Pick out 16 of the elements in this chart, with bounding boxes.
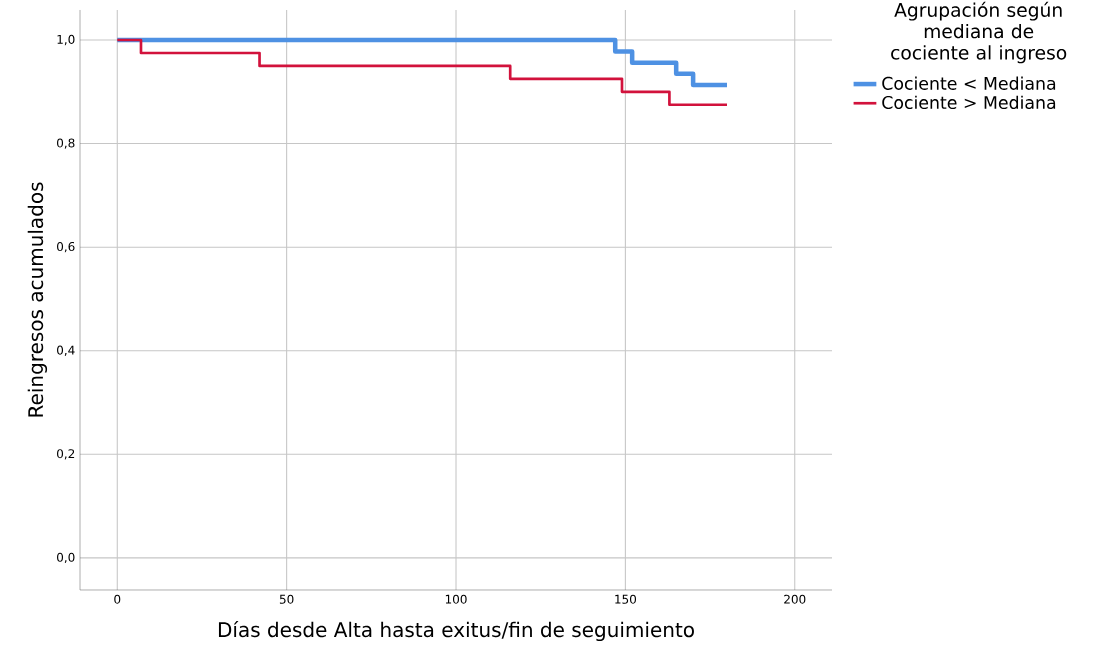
y-axis-title: Reingresos acumulados xyxy=(27,182,48,417)
x-tick-label: 50 xyxy=(279,594,294,604)
x-axis-title: Días desde Alta hasta exitus/fin de seguimiento xyxy=(218,620,694,642)
x-tick-label: 150 xyxy=(615,594,637,604)
x-tick-label: 200 xyxy=(784,594,806,604)
y-tick-label: 0,6 xyxy=(57,242,75,253)
y-tick-label: 0,8 xyxy=(57,138,75,149)
legend-label: Cociente > Mediana xyxy=(882,95,1056,110)
y-tick-label: 1,0 xyxy=(57,34,75,46)
y-tick-label: 0,0 xyxy=(57,552,75,564)
legend-title: Agrupación según mediana de cociente al ingreso xyxy=(891,1,1067,64)
y-tick-label: 0,2 xyxy=(57,449,75,460)
legend-label: Cociente < Mediana xyxy=(882,76,1056,90)
x-tick-label: 100 xyxy=(445,594,467,604)
y-tick-label: 0,4 xyxy=(57,345,75,356)
x-tick-label: 0 xyxy=(114,594,121,604)
